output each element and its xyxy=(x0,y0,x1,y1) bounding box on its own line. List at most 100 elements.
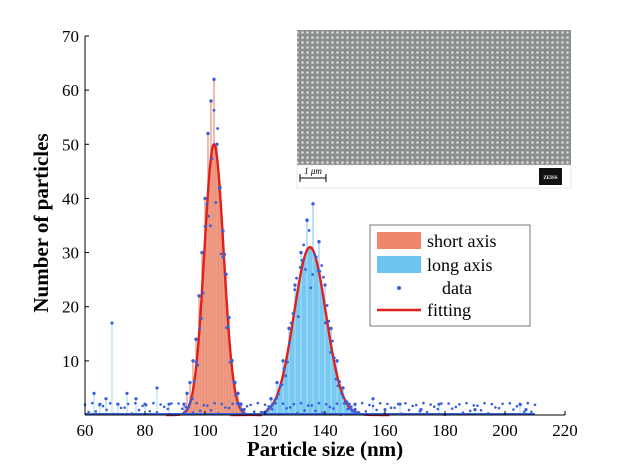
data-point xyxy=(317,240,321,244)
y-tick-label: 10 xyxy=(62,352,79,371)
x-tick-label: 100 xyxy=(192,421,218,440)
data-point xyxy=(295,276,298,280)
data-point xyxy=(526,401,530,405)
x-tick-label: 80 xyxy=(137,421,154,440)
data-point xyxy=(289,321,293,325)
data-point xyxy=(287,326,291,331)
data-point xyxy=(473,407,477,412)
data-point xyxy=(378,401,382,405)
x-axis-title: Particle size (nm) xyxy=(247,437,403,461)
legend-label-short-axis: short axis xyxy=(427,231,497,251)
x-tick-label: 60 xyxy=(77,421,94,440)
data-point xyxy=(267,405,270,408)
data-point xyxy=(468,409,472,413)
data-point xyxy=(216,127,220,130)
legend-label-data: data xyxy=(442,278,472,298)
data-point xyxy=(203,225,207,228)
data-point xyxy=(271,402,275,406)
data-point xyxy=(205,202,209,206)
data-point xyxy=(515,405,519,408)
data-point xyxy=(198,326,202,330)
data-point xyxy=(94,410,98,413)
data-point xyxy=(302,243,306,247)
data-point xyxy=(422,401,425,405)
data-point xyxy=(317,401,321,405)
data-point xyxy=(371,397,375,401)
data-point xyxy=(494,406,497,409)
legend: short axis long axis data fitting xyxy=(369,224,531,327)
data-point xyxy=(152,401,155,405)
data-point xyxy=(323,321,327,325)
data-point xyxy=(231,402,234,406)
x-ticks: 60 80 100 120 140 160 180 200 220 xyxy=(77,411,578,440)
legend-label-long-axis: long axis xyxy=(427,255,493,275)
data-point xyxy=(162,405,166,409)
data-point xyxy=(282,367,286,371)
data-point xyxy=(306,404,310,407)
data-point xyxy=(450,407,454,410)
x-tick-label: 180 xyxy=(432,421,458,440)
data-point xyxy=(322,275,325,279)
data-point xyxy=(87,410,90,414)
data-point xyxy=(436,407,440,411)
data-point xyxy=(314,255,318,259)
data-point xyxy=(530,410,533,414)
data-point xyxy=(414,403,418,407)
data-point xyxy=(194,337,198,341)
zeiss-logo-text: ZEISS xyxy=(543,176,557,181)
data-point xyxy=(328,405,332,409)
data-point xyxy=(286,360,289,364)
data-point xyxy=(227,406,231,410)
data-point xyxy=(125,391,129,395)
data-point xyxy=(252,410,256,413)
data-point xyxy=(187,405,191,409)
data-point xyxy=(134,401,137,405)
data-point xyxy=(512,408,515,411)
data-point xyxy=(508,402,512,405)
data-point xyxy=(180,407,184,411)
data-point xyxy=(212,108,216,112)
data-point xyxy=(314,409,317,413)
data-point xyxy=(368,403,371,407)
data-point xyxy=(110,321,114,325)
data-point xyxy=(307,229,311,232)
data-point xyxy=(90,401,94,405)
data-point xyxy=(275,380,279,385)
data-point xyxy=(458,403,461,406)
data-point xyxy=(189,399,193,403)
data-point xyxy=(228,360,232,364)
data-point xyxy=(275,396,279,400)
data-point xyxy=(299,250,303,255)
data-point xyxy=(137,408,141,412)
data-point xyxy=(234,393,238,397)
data-point xyxy=(260,410,263,414)
data-point xyxy=(206,404,209,408)
data-point xyxy=(349,407,352,411)
data-point xyxy=(311,202,315,206)
data-point xyxy=(242,408,245,411)
data-point xyxy=(490,402,494,406)
data-point xyxy=(201,291,205,295)
data-point xyxy=(285,406,288,410)
data-point xyxy=(215,142,219,146)
data-point xyxy=(324,402,328,406)
data-point xyxy=(429,403,432,406)
data-point xyxy=(465,401,468,405)
data-point xyxy=(281,402,285,406)
data-point xyxy=(224,272,228,276)
data-point xyxy=(108,401,112,405)
data-point xyxy=(522,410,526,414)
data-point xyxy=(357,410,360,414)
data-point xyxy=(170,402,173,405)
data-point xyxy=(350,405,353,408)
data-point xyxy=(195,401,198,405)
x-tick-label: 120 xyxy=(252,421,278,440)
data-point xyxy=(202,403,206,407)
data-point xyxy=(299,401,303,405)
data-point xyxy=(432,405,436,408)
data-point xyxy=(360,401,364,405)
data-point xyxy=(270,408,274,411)
data-point xyxy=(191,397,194,401)
data-point xyxy=(393,406,396,410)
data-point xyxy=(524,407,528,412)
